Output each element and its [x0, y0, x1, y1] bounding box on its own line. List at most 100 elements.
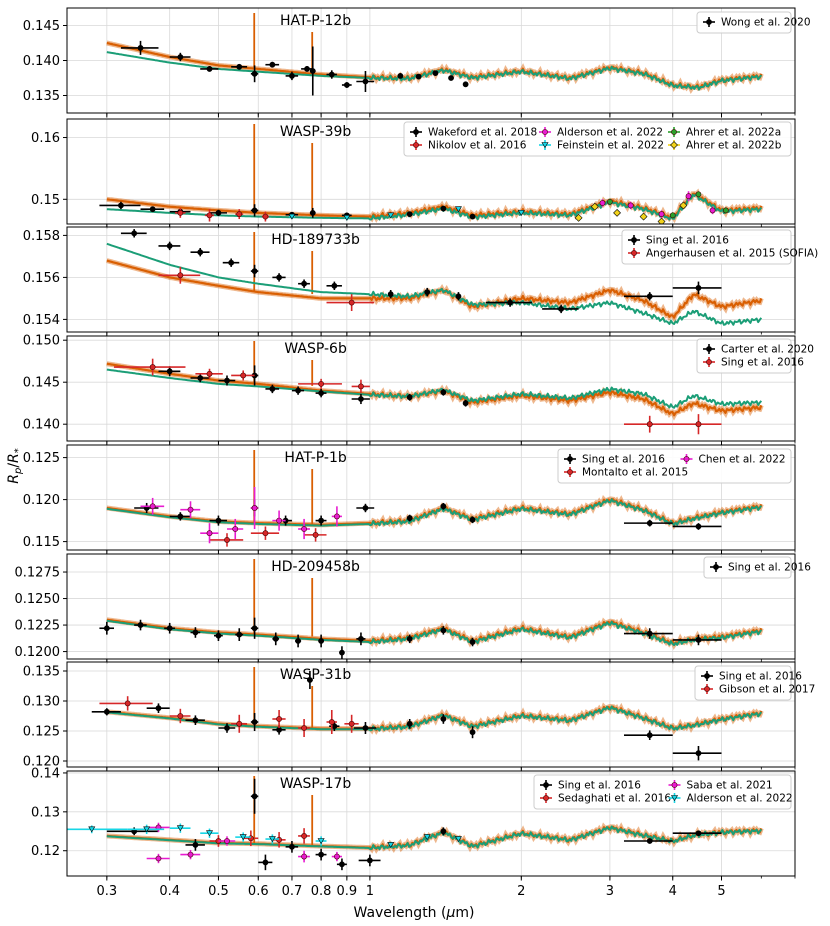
data-point — [639, 212, 648, 221]
data-point — [289, 843, 295, 850]
legend-box — [557, 448, 792, 484]
data-point — [331, 282, 338, 289]
y-tick-label: 0.15 — [31, 193, 60, 208]
data-point — [469, 213, 476, 220]
dataset-sing-et-al-2016 — [91, 671, 722, 761]
data-point — [192, 717, 199, 724]
panel-title: HAT-P-12b — [280, 13, 351, 29]
panel-wasp-6b: 0.140 0.145 0.150 WASP-6b Carter et al. 2020… — [23, 334, 814, 446]
panel-title: WASP-6b — [284, 341, 347, 357]
model-noise-band — [106, 258, 764, 323]
data-point — [706, 346, 712, 352]
x-tick-label: 2 — [517, 884, 525, 899]
data-point — [309, 209, 316, 216]
panel-frame — [66, 226, 796, 333]
data-point — [251, 207, 258, 214]
dataset-feinstein-et-al-2022 — [288, 206, 525, 221]
data-point — [232, 526, 239, 532]
y-tick-label: 0.140 — [23, 418, 60, 433]
panel-title: WASP-39b — [280, 124, 352, 140]
green-model-line — [106, 242, 763, 326]
dataset-sing-et-al-2016 — [106, 778, 722, 871]
dataset-nikolov-et-al-2016 — [175, 207, 269, 222]
data-point — [239, 834, 247, 841]
data-point — [542, 129, 548, 135]
y-tick-label: 0.150 — [23, 334, 60, 349]
y-axis-label: Rp/R* — [6, 448, 24, 484]
data-point — [507, 299, 513, 306]
data-point — [469, 639, 476, 645]
data-point — [276, 274, 282, 281]
data-point — [543, 782, 549, 788]
data-point — [224, 725, 230, 731]
dataset-sing-et-al-2016 — [99, 617, 722, 659]
data-point — [206, 66, 213, 72]
data-point — [155, 705, 162, 712]
data-point — [406, 394, 413, 401]
legend-label: Chen et al. 2022 — [699, 454, 786, 466]
data-point — [440, 828, 447, 835]
data-point — [236, 211, 243, 218]
data-point — [406, 211, 413, 218]
x-tick-label: 0.9 — [337, 884, 358, 899]
data-point — [187, 851, 194, 858]
plot-area — [106, 229, 764, 326]
data-point — [432, 70, 439, 76]
data-point — [543, 795, 549, 801]
data-point — [149, 503, 156, 510]
x-tick-label: 0.3 — [96, 884, 117, 899]
data-point — [397, 73, 404, 79]
data-point — [251, 505, 258, 511]
data-point — [166, 242, 173, 249]
green-model-line — [106, 368, 763, 409]
panel-frame — [66, 118, 796, 225]
data-point — [262, 213, 269, 220]
data-point — [118, 202, 124, 209]
data-point — [646, 421, 653, 428]
data-point — [454, 206, 462, 213]
data-point — [318, 380, 325, 387]
plot-area — [106, 341, 764, 435]
data-point — [206, 370, 213, 377]
data-point — [309, 68, 316, 74]
data-point — [704, 673, 710, 679]
data-point — [358, 635, 364, 642]
y-tick-label: 0.135 — [23, 665, 60, 680]
data-point — [558, 225, 565, 232]
panel-title: WASP-31b — [280, 667, 352, 683]
plot-area — [99, 559, 764, 659]
data-point — [517, 210, 525, 216]
panel-frame — [66, 553, 796, 660]
panel-title: WASP-17b — [280, 776, 352, 792]
data-point — [166, 368, 173, 375]
y-tick-label: 0.156 — [23, 271, 60, 286]
legend: Sing et al. 2016 — [703, 556, 811, 579]
green-model-line — [106, 825, 763, 851]
data-point — [348, 299, 355, 306]
data-point — [206, 530, 213, 537]
legend-label: Wakeford et al. 2018 — [428, 127, 537, 139]
data-point — [251, 70, 258, 77]
panel-wasp-31b: 0.120 0.125 0.130 0.135 WASP-31b Sing et al. … — [23, 661, 815, 772]
legend-label: Sing et al. 2016 — [646, 235, 729, 247]
data-point — [307, 677, 313, 683]
data-point — [343, 82, 350, 88]
data-point — [276, 517, 282, 524]
data-point — [328, 719, 335, 725]
data-point — [177, 54, 184, 60]
dataset-alderson-et-al-2022 — [599, 191, 716, 218]
panel-hd-189733b: 0.154 0.156 0.158 HD-189733b Sing et al. 201… — [23, 226, 818, 337]
data-point — [448, 75, 454, 81]
data-point — [695, 284, 702, 291]
data-point — [469, 516, 476, 523]
data-point — [706, 359, 712, 365]
data-point — [406, 635, 413, 642]
data-point — [339, 649, 345, 656]
data-point — [206, 212, 213, 219]
data-point — [288, 213, 296, 220]
data-point — [362, 505, 369, 511]
data-point — [197, 249, 204, 256]
y-tick-label: 0.13 — [31, 805, 60, 820]
data-point — [567, 456, 573, 462]
